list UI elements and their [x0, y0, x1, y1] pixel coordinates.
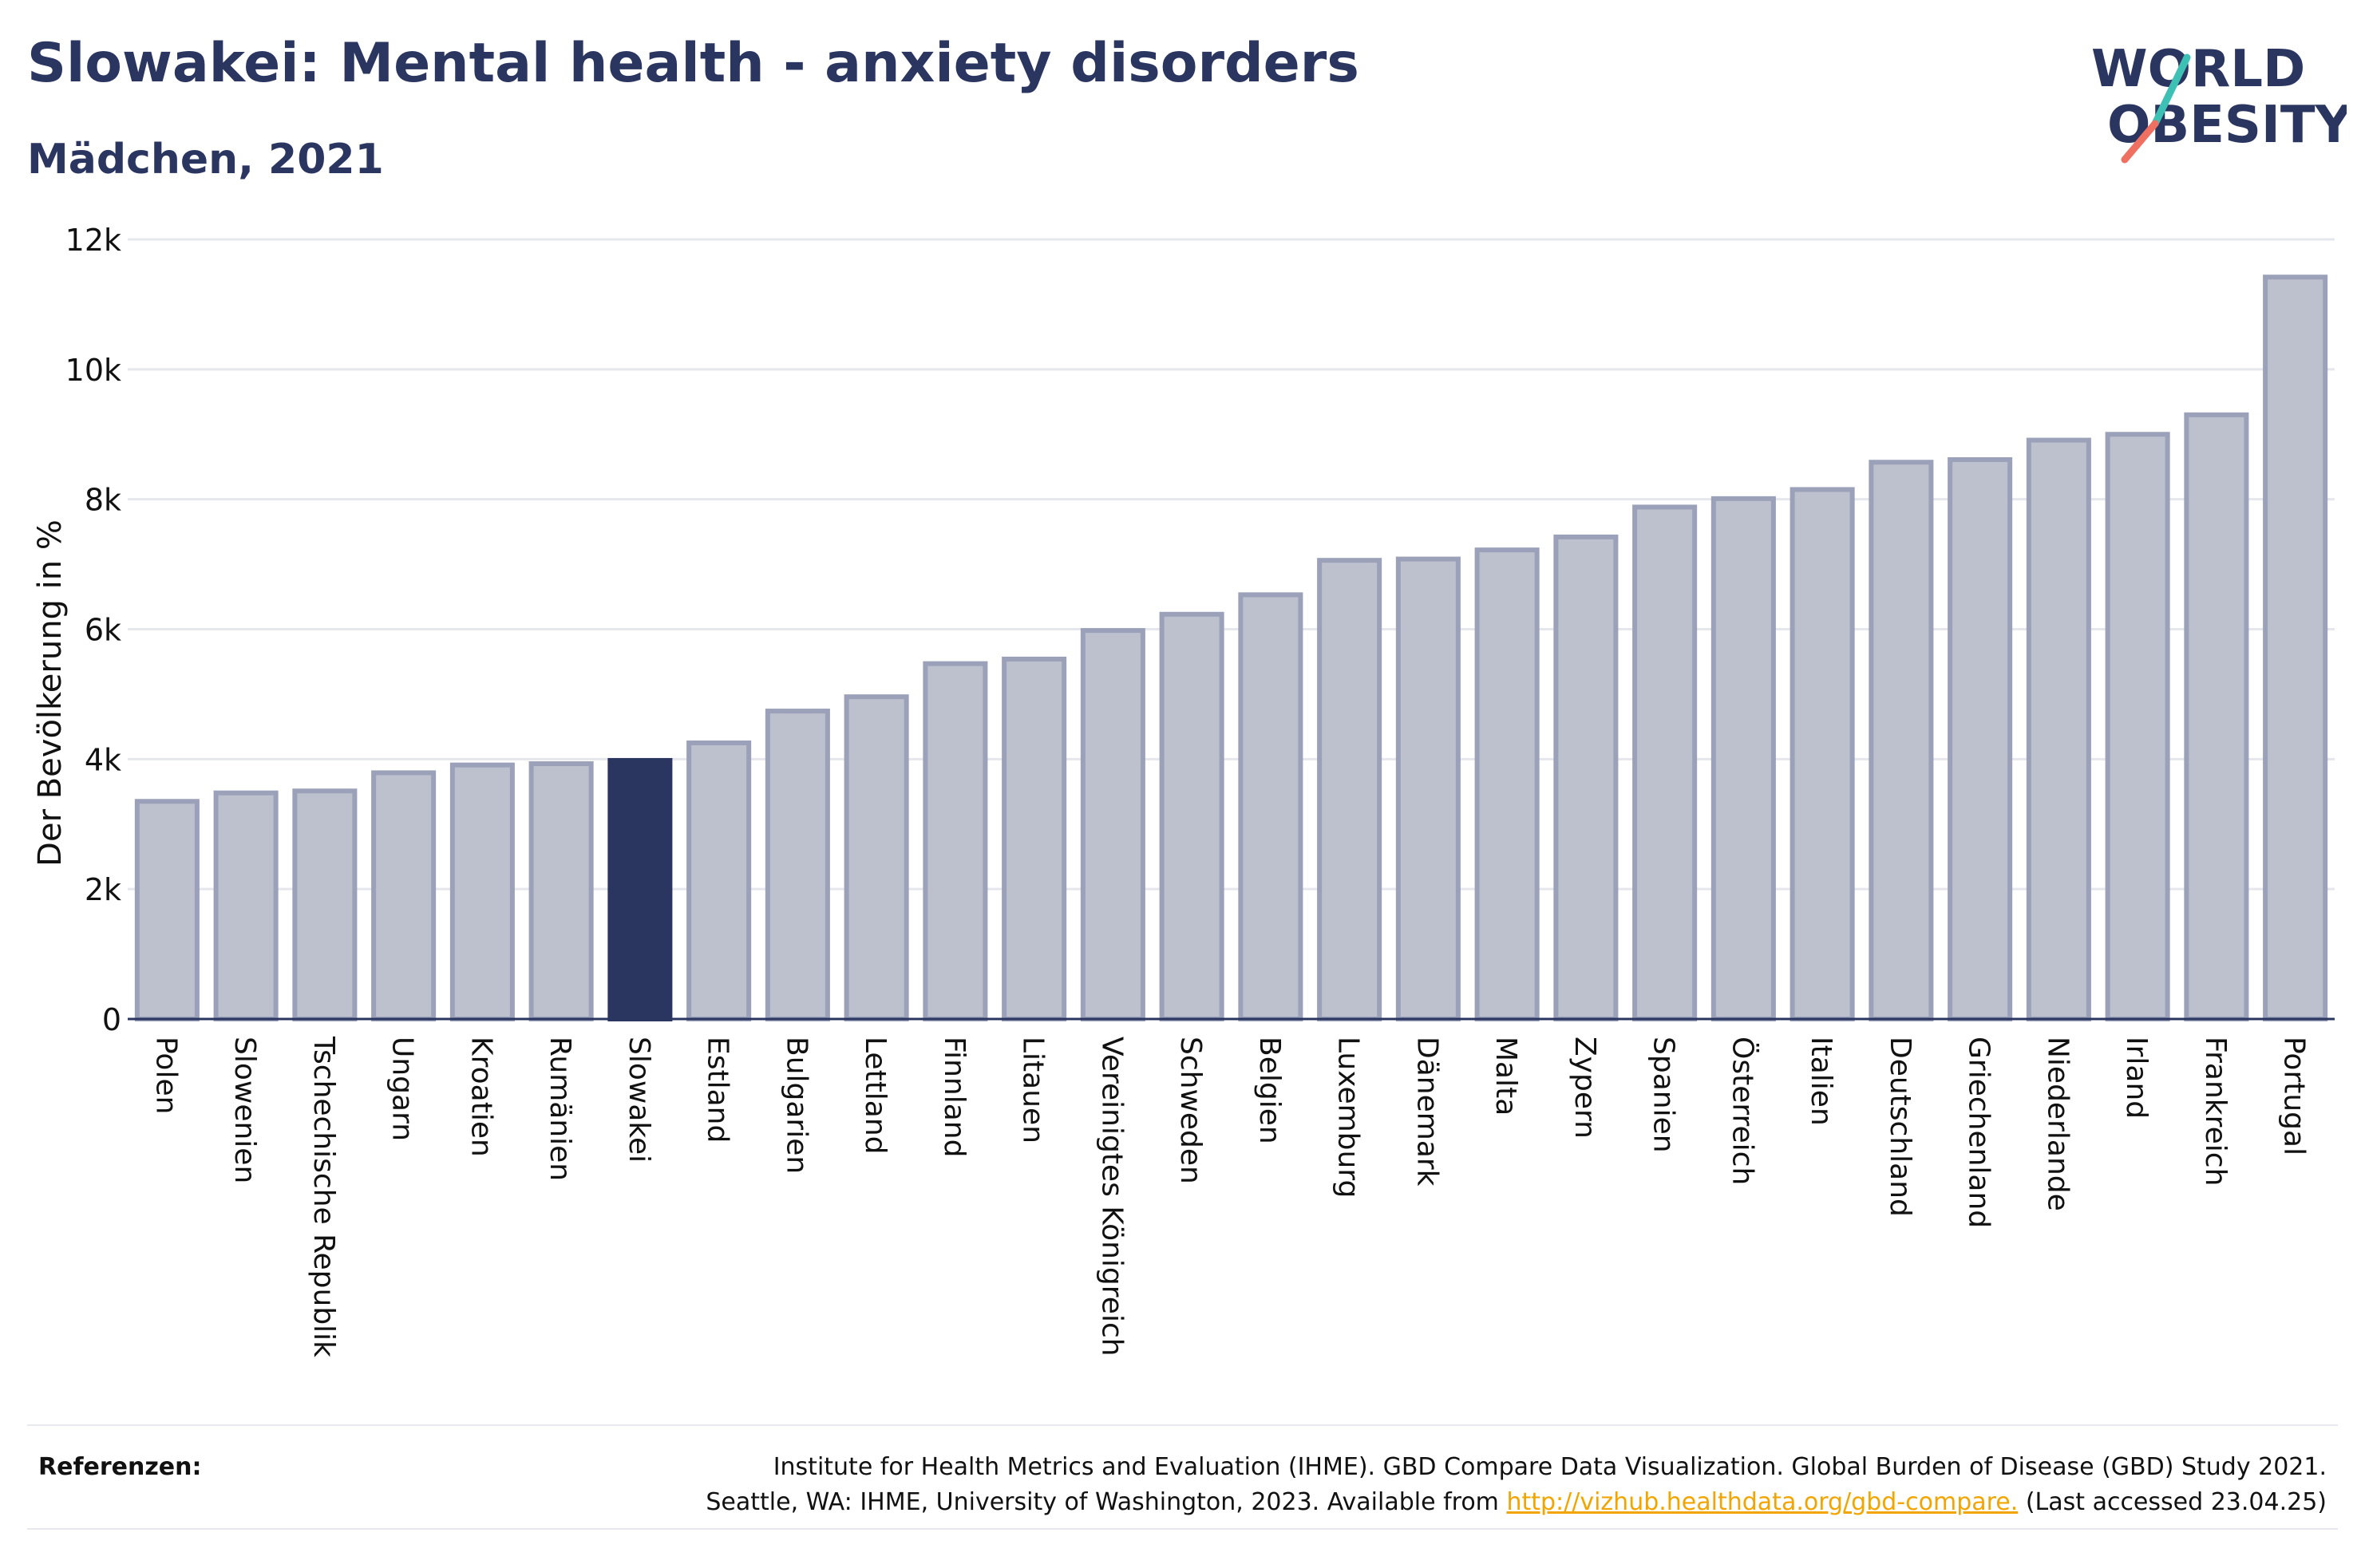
y-tick-label: 0: [102, 1002, 121, 1037]
x-tick-label: Finnland: [938, 1037, 971, 1157]
bar-26[interactable]: [2105, 432, 2170, 1021]
x-tick-label: Frankreich: [2199, 1037, 2232, 1186]
bar-10[interactable]: [844, 694, 909, 1021]
x-tick-label: Kroatien: [465, 1037, 497, 1157]
bar-20[interactable]: [1632, 504, 1698, 1021]
x-tick-label: Malta: [1489, 1037, 1522, 1116]
bar-19[interactable]: [1553, 534, 1619, 1021]
x-tick-label: Griechenland: [1963, 1037, 1995, 1228]
bar-3[interactable]: [292, 788, 358, 1021]
y-tick-label: 4k: [85, 742, 121, 777]
bar-27[interactable]: [2184, 412, 2249, 1021]
bar-11[interactable]: [923, 661, 988, 1021]
x-tick-label: Ungarn: [386, 1037, 419, 1141]
chart-title: Slowakei: Mental health - anxiety disord…: [27, 32, 1359, 95]
y-tick-label: 10k: [65, 353, 121, 388]
x-axis-labels: Polen Slowenien Tschechische Republik Ungar…: [149, 1036, 2310, 1357]
x-tick-label: Luxemburg: [1332, 1037, 1365, 1198]
y-tick-label: 8k: [85, 483, 121, 518]
x-tick-label: Lettland: [859, 1037, 892, 1155]
y-tick-label: 2k: [85, 872, 121, 907]
bar-8[interactable]: [686, 740, 752, 1022]
x-tick-label: Tschechische Republik: [307, 1036, 340, 1357]
logo-slash-coral: [2121, 120, 2159, 164]
x-tick-label: Schweden: [1174, 1037, 1207, 1184]
x-tick-label: Dänemark: [1410, 1037, 1443, 1187]
references-label: Referenzen:: [38, 1453, 202, 1481]
reference-link[interactable]: http://vizhub.healthdata.org/gbd-compare…: [1506, 1487, 2019, 1516]
x-tick-label: Niederlande: [2041, 1037, 2074, 1211]
bar-21[interactable]: [1710, 496, 1776, 1021]
chart-subtitle: Mädchen, 2021: [27, 136, 384, 184]
x-tick-label: Italien: [1805, 1037, 1837, 1126]
bar-14[interactable]: [1159, 611, 1224, 1021]
bar-15[interactable]: [1238, 592, 1303, 1021]
bar-17[interactable]: [1395, 556, 1461, 1021]
x-tick-label: Belgien: [1253, 1037, 1286, 1144]
x-tick-label: Bulgarien: [780, 1037, 813, 1174]
x-tick-label: Österreich: [1726, 1037, 1759, 1185]
bar-7[interactable]: [607, 757, 673, 1021]
bar-13[interactable]: [1080, 628, 1145, 1022]
bar-9[interactable]: [765, 709, 830, 1022]
x-tick-label: Estland: [702, 1037, 734, 1143]
logo-line1: WORLD: [2091, 40, 2305, 99]
bar-4[interactable]: [371, 770, 437, 1021]
x-tick-label: Slowakei: [623, 1037, 655, 1163]
x-tick-label: Vereinigtes Königreich: [1095, 1037, 1128, 1357]
bar-24[interactable]: [1948, 457, 2013, 1021]
bar-25[interactable]: [2026, 437, 2091, 1021]
x-tick-label: Deutschland: [1884, 1037, 1916, 1217]
references-text: Institute for Health Metrics and Evaluat…: [706, 1450, 2327, 1519]
bar-18[interactable]: [1474, 547, 1540, 1021]
x-tick-label: Litauen: [1017, 1037, 1050, 1143]
bars: [134, 274, 2328, 1022]
logo-line2: OBESITY: [2107, 96, 2347, 155]
y-tick-label: 12k: [65, 223, 121, 258]
x-tick-label: Slowenien: [228, 1037, 261, 1183]
x-tick-label: Zypern: [1568, 1037, 1601, 1139]
y-axis-ticks: 0 2k 4k 6k 8k 10k 12k: [65, 223, 121, 1037]
bar-23[interactable]: [1869, 460, 1934, 1021]
reference-line-2-prefix: Seattle, WA: IHME, University of Washing…: [706, 1487, 1507, 1516]
bar-2[interactable]: [213, 790, 279, 1021]
reference-line-2-suffix: (Last accessed 23.04.25): [2018, 1487, 2327, 1516]
x-tick-label: Polen: [149, 1037, 182, 1114]
bar-6[interactable]: [528, 761, 594, 1021]
y-tick-label: 6k: [85, 613, 121, 648]
reference-line-1: Institute for Health Metrics and Evaluat…: [773, 1453, 2327, 1481]
x-tick-label: Portugal: [2278, 1037, 2311, 1155]
bar-chart: 0 2k 4k 6k 8k 10k 12k Polen Slowenien Tschechisc…: [32, 223, 2335, 1357]
bar-1[interactable]: [134, 799, 200, 1021]
world-obesity-logo: WORLD OBESITY: [2091, 40, 2347, 164]
bar-28[interactable]: [2263, 274, 2328, 1021]
references-footer: Referenzen: Institute for Health Metrics…: [27, 1424, 2338, 1530]
x-tick-label: Spanien: [1647, 1037, 1680, 1153]
y-axis-label: Der Bevölkerung in %: [32, 519, 69, 867]
bar-22[interactable]: [1790, 487, 1855, 1021]
bar-5[interactable]: [449, 762, 515, 1021]
x-tick-label: Rumänien: [544, 1037, 576, 1181]
logo-slash-teal: [2151, 53, 2191, 128]
bar-12[interactable]: [1002, 656, 1067, 1021]
bar-16[interactable]: [1317, 558, 1382, 1021]
x-tick-label: Irland: [2120, 1037, 2153, 1119]
